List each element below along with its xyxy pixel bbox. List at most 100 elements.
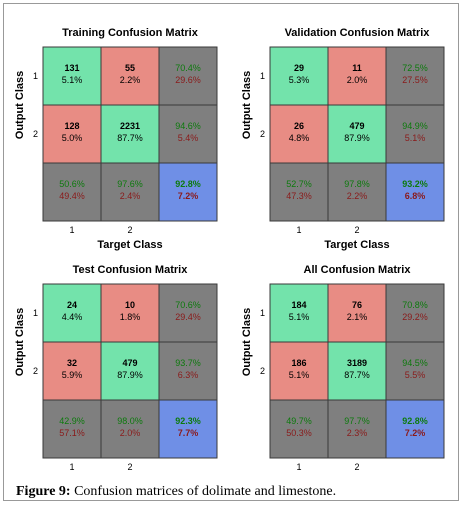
- cell-percent: 2.0%: [347, 75, 368, 85]
- cell-percent-correct: 42.9%: [59, 416, 85, 426]
- cell-percent-incorrect: 49.4%: [59, 191, 85, 201]
- figure-frame: Training Confusion Matrix 131 5.1% 55 2.2% 70…: [3, 3, 459, 501]
- cell-count: 32: [67, 358, 77, 368]
- matrix-cell: [269, 283, 329, 343]
- cell-percent-incorrect: 27.5%: [402, 75, 428, 85]
- x-tick-label: 2: [354, 225, 359, 235]
- y-axis-label: Output Class: [241, 71, 253, 139]
- x-tick-label: 1: [69, 225, 74, 235]
- cell-percent-correct: 49.7%: [286, 416, 312, 426]
- cell-percent-incorrect: 29.2%: [402, 312, 428, 322]
- caption-label: Figure 9:: [16, 484, 71, 499]
- panel-title: Test Confusion Matrix: [73, 264, 189, 276]
- cell-percent: 5.1%: [289, 370, 310, 380]
- cell-count: 186: [291, 358, 306, 368]
- cell-percent: 5.1%: [62, 75, 83, 85]
- matrix-cell: [42, 399, 102, 459]
- cell-percent-correct: 70.4%: [175, 63, 201, 73]
- matrix-cell: [269, 46, 329, 106]
- cell-percent: 87.7%: [117, 133, 143, 143]
- cell-percent-correct: 50.6%: [59, 179, 85, 189]
- confusion-matrix-panel-2: Validation Confusion Matrix295.3%112.0%7…: [241, 27, 445, 251]
- cell-percent-incorrect: 6.8%: [405, 191, 426, 201]
- cell-percent-correct: 97.8%: [344, 179, 370, 189]
- x-tick-label: 2: [354, 462, 359, 472]
- cell-count: 184: [291, 300, 306, 310]
- cell-percent-incorrect: 5.4%: [178, 133, 199, 143]
- confusion-matrix-figure: Training Confusion Matrix 131 5.1% 55 2.2% 70…: [14, 27, 445, 472]
- cell-percent: 87.7%: [344, 370, 370, 380]
- matrix-cell: [100, 341, 160, 401]
- matrix-cell: [158, 162, 218, 222]
- matrix-cell: [158, 283, 218, 343]
- cell-count: 24: [67, 300, 77, 310]
- y-axis-label: Output Class: [14, 308, 26, 376]
- y-tick-label: 2: [260, 129, 265, 139]
- cell-percent-incorrect: 5.1%: [405, 133, 426, 143]
- cell-percent-incorrect: 2.3%: [347, 428, 368, 438]
- y-tick-label: 1: [33, 71, 38, 81]
- cell-percent: 2.1%: [347, 312, 368, 322]
- panel-title: All Confusion Matrix: [304, 264, 412, 276]
- cell-percent-correct: 70.6%: [175, 300, 201, 310]
- cell-percent-incorrect: 50.3%: [286, 428, 312, 438]
- cell-percent-incorrect: 2.0%: [120, 428, 141, 438]
- y-tick-label: 2: [260, 366, 265, 376]
- cell-count: 479: [122, 358, 137, 368]
- cell-count: 11: [352, 63, 362, 73]
- matrix-cell: [385, 399, 445, 459]
- cell-percent: 1.8%: [120, 312, 141, 322]
- matrix-cell: [42, 46, 102, 106]
- matrix-cell: [42, 162, 102, 222]
- matrix-cell: [42, 341, 102, 401]
- y-axis-label: Output Class: [241, 308, 253, 376]
- cell-percent-correct: 98.0%: [117, 416, 143, 426]
- cell-percent-incorrect: 2.4%: [120, 191, 141, 201]
- cell-percent-incorrect: 7.2%: [405, 428, 426, 438]
- cell-percent-incorrect: 29.4%: [175, 312, 201, 322]
- cell-percent: 5.3%: [289, 75, 310, 85]
- cell-percent-incorrect: 6.3%: [178, 370, 199, 380]
- cell-percent-correct: 94.6%: [175, 121, 201, 131]
- matrix-cell: [42, 283, 102, 343]
- cell-percent-correct: 92.8%: [175, 179, 201, 189]
- cell-count: 10: [125, 300, 135, 310]
- figure-caption: Figure 9: Confusion matrices of dolimate…: [16, 484, 336, 500]
- cell-percent-correct: 92.8%: [402, 416, 428, 426]
- matrix-cell: [269, 162, 329, 222]
- confusion-matrix-panel-1: Training Confusion Matrix 131 5.1% 55 2.2% 70…: [14, 27, 218, 251]
- matrix-cell: [158, 46, 218, 106]
- x-tick-label: 2: [127, 462, 132, 472]
- cell-percent-correct: 70.8%: [402, 300, 428, 310]
- y-tick-label: 1: [260, 71, 265, 81]
- cell-count: 479: [349, 121, 364, 131]
- matrix-cell: [158, 399, 218, 459]
- cell-percent: 2.2%: [120, 75, 141, 85]
- cell-percent-incorrect: 7.7%: [178, 428, 199, 438]
- cell-count: 29: [294, 63, 304, 73]
- cell-percent-correct: 94.5%: [402, 358, 428, 368]
- y-tick-label: 2: [33, 129, 38, 139]
- cell-percent-incorrect: 57.1%: [59, 428, 85, 438]
- cell-percent-incorrect: 7.2%: [178, 191, 199, 201]
- x-tick-label: 1: [296, 462, 301, 472]
- confusion-matrix-panel-3: Test Confusion Matrix244.4%101.8%70.6%29…: [14, 264, 218, 472]
- cell-percent-correct: 97.7%: [344, 416, 370, 426]
- matrix-cell: [269, 399, 329, 459]
- matrix-cell: [100, 283, 160, 343]
- cell-percent-incorrect: 2.2%: [347, 191, 368, 201]
- cell-percent: 87.9%: [117, 370, 143, 380]
- matrix-cell: [385, 341, 445, 401]
- y-tick-label: 1: [33, 308, 38, 318]
- x-axis-label: Target Class: [324, 239, 389, 251]
- cell-percent-correct: 93.7%: [175, 358, 201, 368]
- x-axis-label: Target Class: [97, 239, 162, 251]
- cell-percent-incorrect: 47.3%: [286, 191, 312, 201]
- cell-percent-correct: 72.5%: [402, 63, 428, 73]
- matrix-cell: [327, 104, 387, 164]
- cell-percent-correct: 52.7%: [286, 179, 312, 189]
- matrix-cell: [327, 162, 387, 222]
- matrix-cell: [158, 341, 218, 401]
- cell-percent: 87.9%: [344, 133, 370, 143]
- cell-percent-incorrect: 5.5%: [405, 370, 426, 380]
